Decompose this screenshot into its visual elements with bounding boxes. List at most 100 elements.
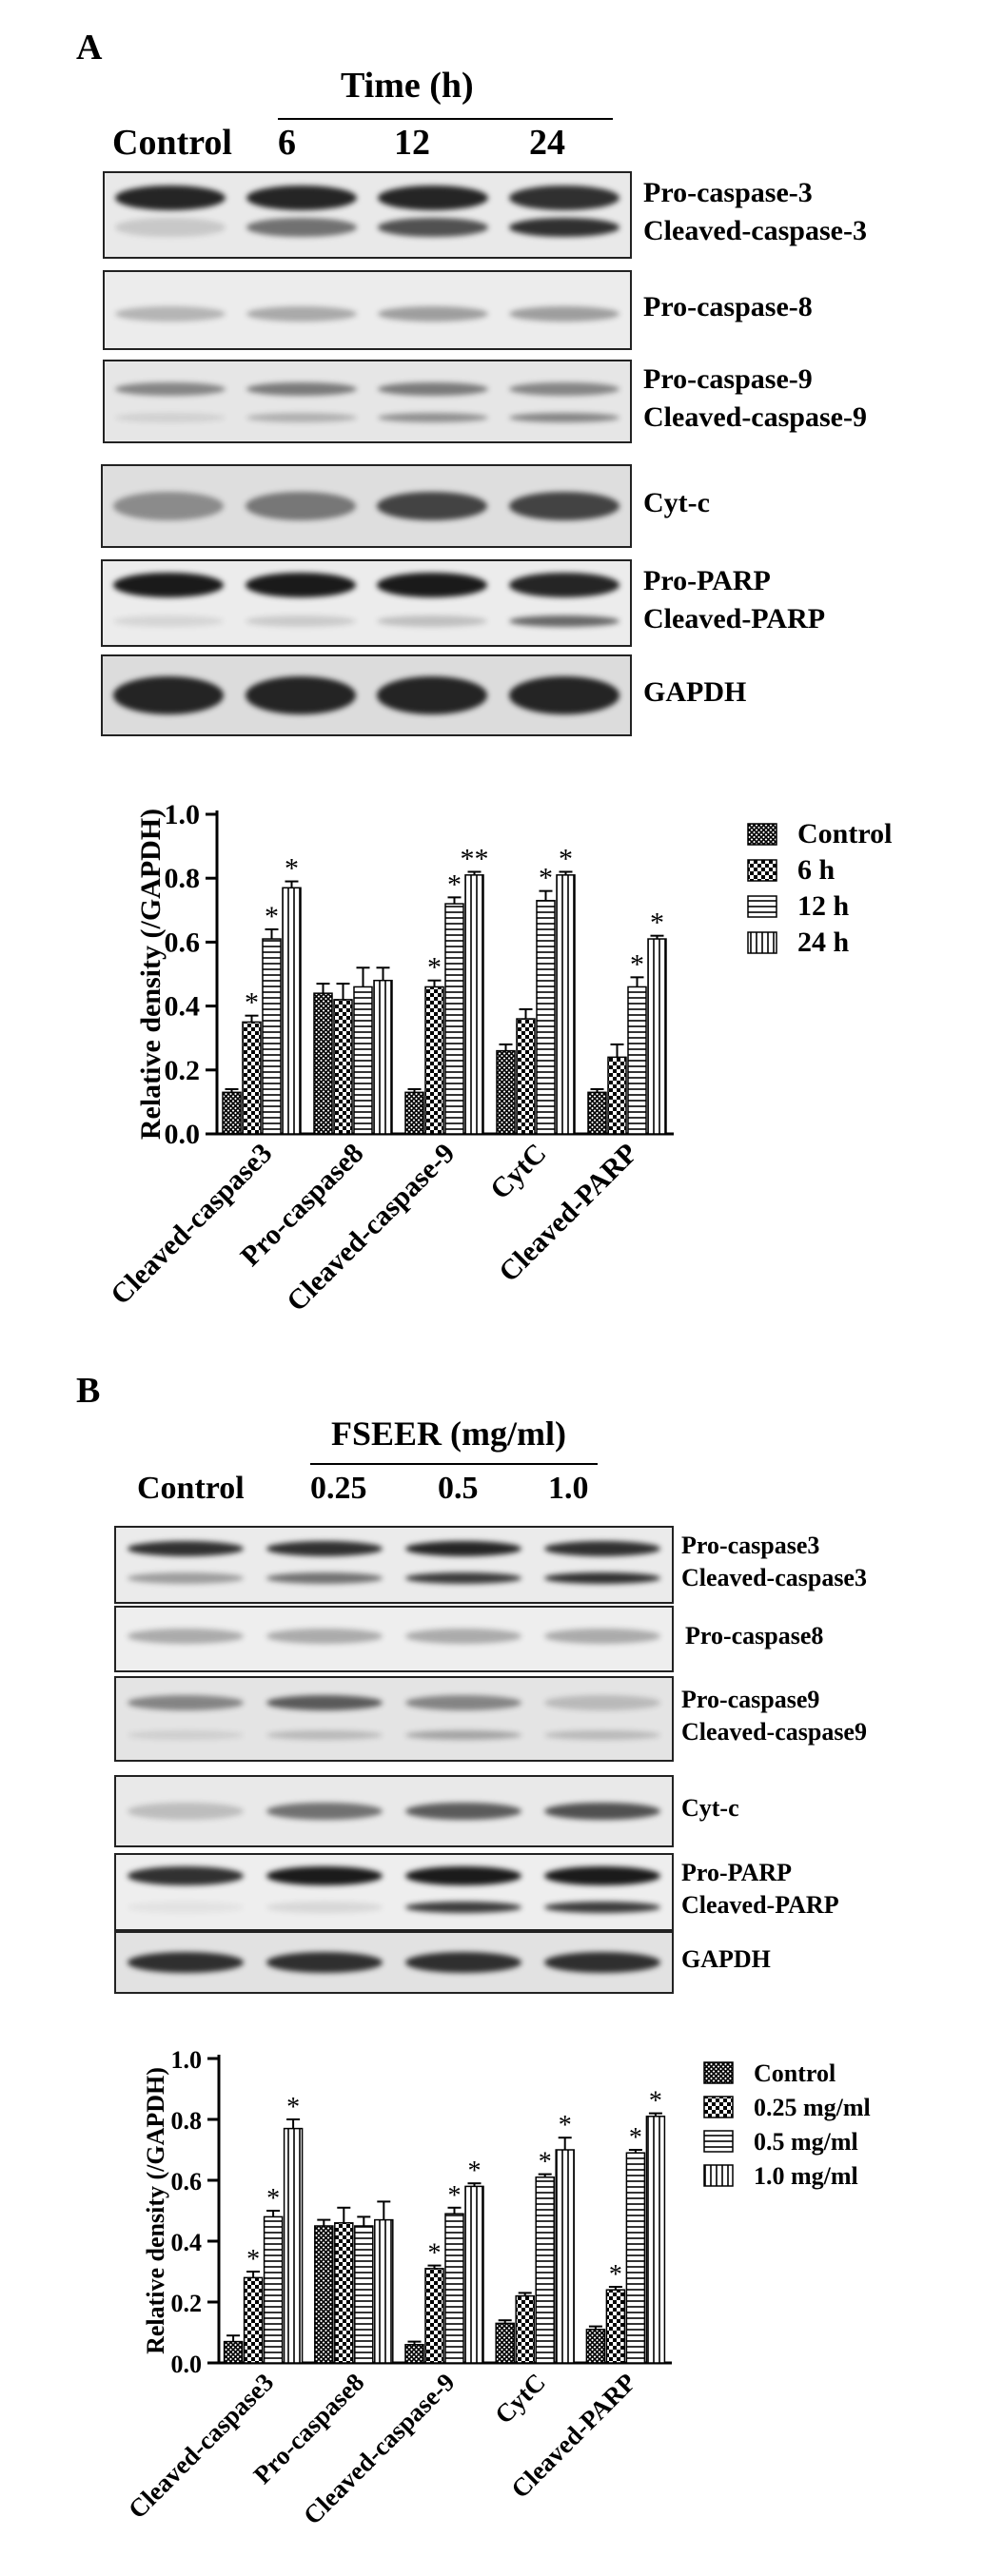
blot-label: Cleaved-caspase3 bbox=[681, 1564, 867, 1591]
blot-band bbox=[404, 1865, 522, 1885]
bar bbox=[444, 903, 464, 1135]
lane-label-24h: 24 bbox=[529, 123, 565, 163]
y-tick-label: 1.0 bbox=[165, 799, 201, 830]
blot-band bbox=[127, 1540, 245, 1556]
dose-header: FSEER (mg/ml) bbox=[331, 1415, 566, 1453]
blot-band bbox=[508, 615, 619, 628]
significance-marker: * bbox=[650, 907, 664, 939]
blot-label: Cleaved-caspase-9 bbox=[643, 401, 867, 433]
legend-swatch bbox=[703, 2061, 734, 2084]
y-tick-label: 0.4 bbox=[165, 991, 201, 1023]
blot-band bbox=[377, 572, 488, 597]
blot-band bbox=[246, 185, 357, 211]
bar bbox=[404, 1091, 424, 1135]
bar bbox=[464, 874, 484, 1135]
significance-marker: * bbox=[447, 868, 462, 900]
significance-marker: * bbox=[245, 987, 259, 1019]
blot-band bbox=[378, 306, 488, 322]
blot-band bbox=[127, 1572, 245, 1585]
panel-b-letter: B bbox=[76, 1371, 101, 1411]
blot-band bbox=[127, 1694, 245, 1710]
blot-band bbox=[265, 1865, 383, 1885]
bar bbox=[374, 2218, 394, 2364]
bar bbox=[625, 2152, 646, 2364]
bar bbox=[627, 986, 647, 1135]
blot-band bbox=[127, 1730, 245, 1741]
blot-band bbox=[265, 1952, 383, 1973]
significance-marker: * bbox=[246, 2245, 260, 2274]
blot-band bbox=[265, 1901, 383, 1913]
blot-band bbox=[245, 492, 356, 520]
blot-band bbox=[404, 1803, 522, 1820]
blot-band bbox=[404, 1540, 522, 1556]
significance-marker: * bbox=[286, 2093, 300, 2122]
blot-band bbox=[509, 412, 619, 422]
blot-label: Pro-caspase-8 bbox=[643, 291, 813, 322]
dose-header-line bbox=[310, 1463, 598, 1465]
bar bbox=[222, 1091, 242, 1135]
y-tick-label: 0.6 bbox=[165, 927, 201, 958]
blot-band bbox=[113, 492, 225, 520]
bar bbox=[536, 899, 556, 1135]
blot-band bbox=[404, 1952, 522, 1973]
bar bbox=[605, 2289, 626, 2364]
blot-band bbox=[543, 1540, 661, 1556]
bar bbox=[354, 2225, 374, 2364]
blot-strip bbox=[101, 559, 632, 647]
blot-band bbox=[265, 1803, 383, 1820]
blot-band bbox=[246, 382, 357, 397]
blot-band bbox=[246, 218, 357, 238]
blot-band bbox=[543, 1952, 661, 1973]
bar bbox=[223, 2340, 244, 2364]
legend-swatch bbox=[747, 823, 777, 846]
blot-label: Pro-caspase8 bbox=[685, 1622, 824, 1649]
bar bbox=[283, 2127, 304, 2364]
bar bbox=[373, 979, 393, 1135]
significance-marker: * bbox=[539, 863, 553, 894]
y-tick-label: 0.8 bbox=[171, 2107, 203, 2135]
bar bbox=[607, 1056, 627, 1135]
blot-band bbox=[543, 1572, 661, 1585]
significance-marker: * bbox=[448, 2181, 462, 2211]
blot-band bbox=[378, 218, 488, 238]
bar bbox=[516, 1018, 536, 1135]
blot-band bbox=[113, 615, 225, 628]
bar bbox=[556, 874, 576, 1135]
significance-marker: * bbox=[559, 2111, 572, 2140]
bar bbox=[314, 2225, 334, 2364]
y-tick-label: 0.8 bbox=[165, 863, 201, 894]
y-axis-label: Relative density (/GAPDH) bbox=[135, 809, 167, 1140]
blot-strip bbox=[114, 1676, 674, 1762]
blot-band bbox=[246, 306, 357, 322]
blot-label: Pro-caspase-3 bbox=[643, 177, 813, 208]
blot-label: Pro-PARP bbox=[681, 1859, 792, 1886]
legend-label: Control bbox=[797, 818, 892, 849]
blot-band bbox=[543, 1694, 661, 1710]
y-tick-label: 0.0 bbox=[165, 1119, 201, 1150]
blot-band bbox=[246, 412, 357, 422]
bar bbox=[515, 2294, 535, 2364]
blot-label: Pro-caspase9 bbox=[681, 1686, 820, 1713]
lane-label-12h: 12 bbox=[394, 123, 430, 163]
blot-label: Pro-caspase-9 bbox=[643, 363, 813, 395]
blot-band bbox=[115, 218, 226, 238]
lane-label-025: 0.25 bbox=[310, 1471, 367, 1506]
legend-swatch bbox=[703, 2130, 734, 2153]
blot-band bbox=[377, 615, 488, 628]
blot-label: Pro-PARP bbox=[643, 565, 771, 596]
legend-label: 12 h bbox=[797, 890, 850, 922]
blot-label: Pro-caspase3 bbox=[681, 1532, 820, 1559]
blot-band bbox=[265, 1572, 383, 1585]
blot-strip bbox=[103, 360, 632, 443]
blot-band bbox=[127, 1901, 245, 1913]
blot-band bbox=[245, 615, 356, 628]
bar bbox=[535, 2176, 555, 2364]
bar bbox=[647, 938, 667, 1135]
bar bbox=[353, 986, 373, 1135]
y-tick-label: 1.0 bbox=[171, 2046, 203, 2074]
blot-band bbox=[113, 676, 225, 714]
bar bbox=[555, 2149, 575, 2364]
legend-swatch bbox=[703, 2096, 734, 2118]
bar bbox=[242, 1021, 262, 1135]
